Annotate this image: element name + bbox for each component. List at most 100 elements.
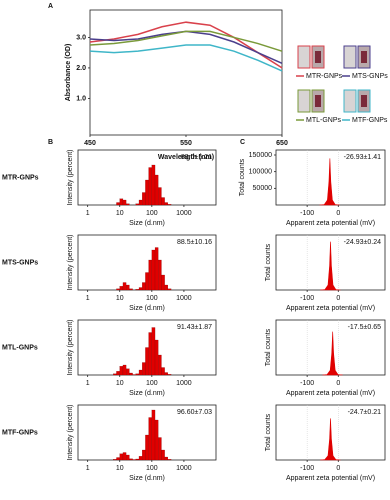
histogram-bar [148,259,152,291]
plot-frame [89,9,283,136]
histogram-bar [161,449,165,461]
histogram-bar [154,419,159,461]
histogram-bar [142,449,146,461]
histogram-bar [145,347,149,376]
x-tick-label: 650 [276,140,288,147]
x-tick-label: 100 [146,210,158,217]
histogram-bar [145,434,149,461]
x-axis-label: Size (d.nm) [129,220,165,227]
histogram-bar [129,458,133,461]
histogram-bar [122,282,127,291]
legend-label: MTF-GNPs [352,117,388,124]
legend-thumb [343,45,357,69]
x-tick-label: 1 [86,295,90,302]
histogram-bar [167,374,172,376]
histogram-bar [158,354,162,376]
legend-thumb-spot [361,95,367,107]
y-axis-label: Intensity (percent) [67,404,74,460]
legend-thumb-spot [315,95,321,107]
histogram-bar [138,369,143,376]
x-axis-label: Apparent zeta potential (mV) [286,390,375,397]
x-tick-label: 0 [336,380,340,387]
x-axis-label: Size (d.nm) [129,390,165,397]
histogram-bar [122,199,127,206]
x-tick-label: 1 [86,465,90,472]
y-tick-label: 2.0 [76,65,86,72]
y-tick-label: 1.0 [76,95,86,102]
y-axis-label: Intensity (percent) [67,319,74,375]
histogram-bar [164,202,168,206]
histogram-bar [119,366,124,376]
x-axis-label: Size (d.nm) [129,475,165,482]
panel-label: A [48,3,53,10]
legend-label: MTS-GNPs [352,73,388,80]
histogram-bar [116,288,120,291]
histogram-bar [151,409,156,461]
x-axis-label: Apparent zeta potential (mV) [286,475,375,482]
series-line [89,44,283,72]
annotation: 89.0±5.21 [181,154,212,161]
x-tick-label: 1000 [176,380,192,387]
x-tick-label: 1000 [176,295,192,302]
legend-thumb [343,89,357,113]
histogram-bar [167,204,172,206]
annotation: -24.7±0.21 [348,409,382,416]
histogram-bar [126,284,130,291]
row-label: MTL-GNPs [2,344,38,351]
legend-label: MTR-GNPs [306,73,343,80]
x-tick-label: -100 [300,295,314,302]
y-tick-label: 50000 [253,185,273,192]
x-tick-label: -100 [300,380,314,387]
histogram-bar [135,373,140,376]
histogram-bar [145,272,149,291]
x-tick-label: 100 [146,380,158,387]
y-axis-label: Total counts [265,413,272,451]
histogram-bar [164,372,168,376]
x-tick-label: 450 [84,140,96,147]
histogram-bar [135,289,140,291]
x-tick-label: 550 [180,140,192,147]
histogram-bar [119,198,124,206]
histogram-bar [135,458,140,461]
x-tick-label: 100 [146,465,158,472]
series-line [89,21,283,69]
histogram-bar [158,259,162,291]
histogram-bar [122,452,127,461]
x-tick-label: 0 [336,295,340,302]
histogram-bar [116,457,120,461]
y-axis-label: Total counts [239,158,246,196]
y-tick-label: 150000 [249,152,272,159]
legend-thumb [297,45,311,69]
x-tick-label: 1000 [176,210,192,217]
x-axis-label: Apparent zeta potential (mV) [286,220,375,227]
histogram-bar [167,459,172,461]
histogram-bar [164,284,168,291]
histogram-bar [142,192,146,206]
row-label: MTF-GNPs [2,429,38,436]
y-tick-label: 100000 [249,169,272,176]
histogram-bar [161,197,165,206]
x-axis-label: Apparent zeta potential (mV) [286,305,375,312]
x-tick-label: -100 [300,210,314,217]
legend-thumb-spot [361,51,367,63]
distribution-area [319,158,340,206]
histogram-bar [148,417,152,461]
annotation: -24.93±0.24 [344,239,381,246]
histogram-bar [132,374,136,376]
distribution-area [320,241,341,291]
annotation: 91.43±1.87 [177,324,212,331]
histogram-bar [151,164,156,206]
histogram-bar [158,187,162,206]
legend-thumb-spot [315,51,321,63]
legend-thumb [297,89,311,113]
x-tick-label: 1 [86,210,90,217]
histogram-bar [129,372,133,376]
histogram-bar [113,373,117,376]
histogram-bar [116,371,120,376]
y-axis-label: Total counts [265,243,272,281]
annotation: -17.5±0.65 [348,324,382,331]
histogram-bar [126,203,130,206]
histogram-bar [119,286,124,291]
x-tick-label: 0 [336,210,340,217]
distribution-area [322,331,343,376]
